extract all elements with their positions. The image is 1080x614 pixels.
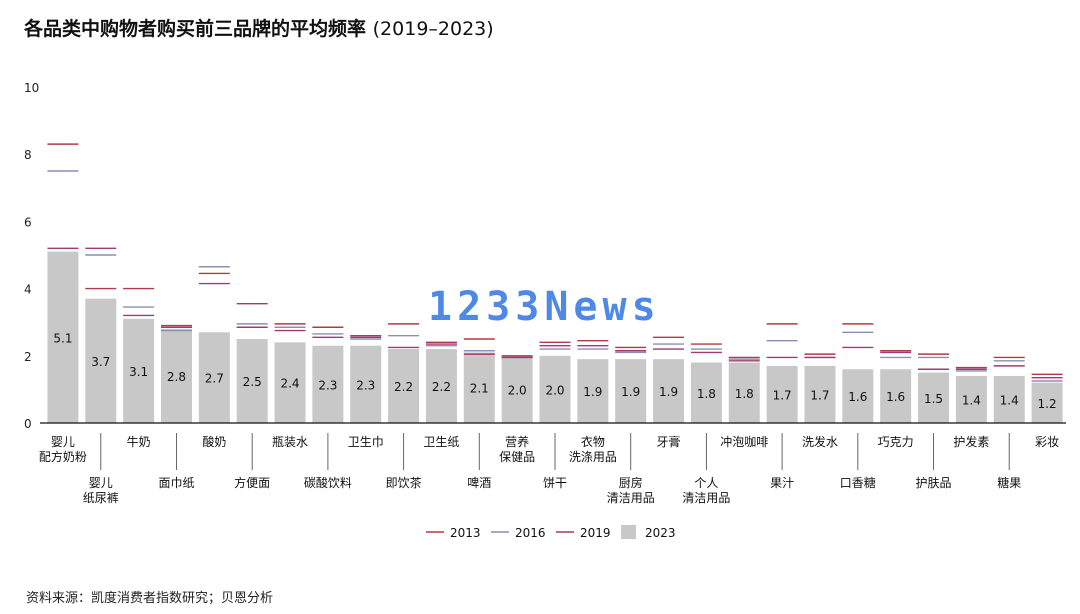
bar-value-label-13: 2.0 xyxy=(545,383,564,397)
legend-label-2016: 2016 xyxy=(515,526,546,540)
bar-2023-22 xyxy=(880,369,912,423)
bar-2023-8 xyxy=(350,345,382,423)
x-category-label-2: 牛奶 xyxy=(127,434,151,449)
x-category-label-26: 彩妆 xyxy=(1035,435,1059,449)
bar-value-label-22: 1.6 xyxy=(886,390,905,404)
watermark-text: 1233News xyxy=(428,284,661,330)
bar-2023-6 xyxy=(274,342,306,423)
x-category-label-0: 婴儿配方奶粉 xyxy=(39,435,87,464)
x-category-label-20: 洗发水 xyxy=(802,434,838,449)
x-category-label-9: 即饮茶 xyxy=(386,475,422,490)
y-tick-label-10: 10 xyxy=(24,81,39,95)
x-category-label-19: 果汁 xyxy=(770,476,794,490)
x-category-label-13: 饼干 xyxy=(543,476,567,490)
x-category-label-6: 瓶装水 xyxy=(272,435,308,449)
bar-2023-17 xyxy=(690,362,722,423)
x-category-label-22: 巧克力 xyxy=(878,435,914,449)
bar-value-label-25: 1.4 xyxy=(1000,393,1019,407)
x-category-label-16: 牙膏 xyxy=(657,434,681,449)
bar-value-label-11: 2.1 xyxy=(470,382,489,396)
bar-value-label-4: 2.7 xyxy=(205,372,224,386)
bar-value-label-17: 1.8 xyxy=(697,387,716,401)
x-category-label-24: 护发素 xyxy=(953,434,989,449)
bar-value-label-3: 2.8 xyxy=(167,370,186,384)
y-tick-label-8: 8 xyxy=(24,148,32,162)
bar-2023-24 xyxy=(955,375,987,423)
legend-label-2023: 2023 xyxy=(645,526,676,540)
bar-value-label-16: 1.9 xyxy=(659,385,678,399)
bar-value-label-24: 1.4 xyxy=(962,393,981,407)
bar-value-label-21: 1.6 xyxy=(848,390,867,404)
x-category-label-11: 啤酒 xyxy=(467,475,491,490)
bar-2023-4 xyxy=(198,332,230,423)
x-category-label-7: 碳酸饮料 xyxy=(304,475,352,490)
bar-2023-10 xyxy=(425,349,457,423)
bar-2023-5 xyxy=(236,339,268,423)
bar-value-label-20: 1.7 xyxy=(810,388,829,402)
source-note: 资料来源：凯度消费者指数研究；贝恩分析 xyxy=(26,591,274,606)
bar-value-label-9: 2.2 xyxy=(394,380,413,394)
bar-value-label-5: 2.5 xyxy=(243,375,262,389)
y-tick-label-2: 2 xyxy=(24,350,32,364)
bar-value-label-15: 1.9 xyxy=(621,385,640,399)
bar-value-label-19: 1.7 xyxy=(773,388,792,402)
x-category-label-4: 酸奶 xyxy=(202,434,226,449)
bar-2023-19 xyxy=(766,365,798,423)
bar-2023-14 xyxy=(577,359,609,423)
y-tick-label-0: 0 xyxy=(24,417,32,431)
bar-2023-3 xyxy=(160,328,192,423)
y-tick-label-4: 4 xyxy=(24,283,32,297)
bar-value-label-6: 2.4 xyxy=(280,377,299,391)
bar-2023-26 xyxy=(1031,382,1063,423)
x-category-label-14: 衣物洗涤用品 xyxy=(569,434,617,464)
legend-swatch-2023 xyxy=(621,525,636,539)
bar-2023-16 xyxy=(653,359,685,423)
x-category-label-5: 方便面 xyxy=(234,475,270,490)
x-category-label-3: 面巾纸 xyxy=(158,476,194,490)
x-category-label-23: 护肤品 xyxy=(916,475,952,490)
bar-2023-21 xyxy=(842,369,874,423)
bar-value-label-23: 1.5 xyxy=(924,392,943,406)
bar-2023-23 xyxy=(918,372,950,423)
chart-title-years: (2019–2023) xyxy=(372,18,494,40)
bar-value-label-1: 3.7 xyxy=(91,355,110,369)
x-category-label-18: 冲泡咖啡 xyxy=(720,434,768,449)
bar-2023-11 xyxy=(463,352,495,423)
x-category-label-25: 糖果 xyxy=(997,475,1021,490)
bar-value-label-26: 1.2 xyxy=(1038,397,1057,411)
bar-2023-1 xyxy=(85,298,117,423)
bar-2023-18 xyxy=(728,362,760,423)
bar-2023-15 xyxy=(615,359,647,423)
x-category-label-17: 个人清洁用品 xyxy=(682,476,730,505)
legend-label-2013: 2013 xyxy=(450,526,481,540)
bar-value-label-8: 2.3 xyxy=(356,378,375,392)
bar-2023-7 xyxy=(312,345,344,423)
bar-2023-2 xyxy=(123,318,155,423)
bar-value-label-0: 5.1 xyxy=(53,331,72,345)
bar-value-label-14: 1.9 xyxy=(583,385,602,399)
bar-value-label-7: 2.3 xyxy=(318,378,337,392)
x-category-label-10: 卫生纸 xyxy=(423,435,459,449)
bar-2023-12 xyxy=(501,355,533,423)
bar-2023-9 xyxy=(388,349,420,423)
legend-label-2019: 2019 xyxy=(580,526,611,540)
x-category-label-1: 婴儿纸尿裤 xyxy=(83,476,119,505)
bar-value-label-12: 2.0 xyxy=(508,383,527,397)
x-category-label-21: 口香糖 xyxy=(840,475,876,490)
x-category-label-8: 卫生巾 xyxy=(348,435,384,449)
bar-2023-0 xyxy=(47,251,79,423)
bar-2023-13 xyxy=(539,355,571,423)
y-tick-label-6: 6 xyxy=(24,215,32,229)
x-category-label-12: 营养保健品 xyxy=(499,434,535,464)
chart-title: 各品类中购物者购买前三品牌的平均频率 (2019–2023) xyxy=(24,18,494,40)
bar-2023-20 xyxy=(804,365,836,423)
bar-value-label-2: 3.1 xyxy=(129,365,148,379)
bar-2023-25 xyxy=(993,375,1025,423)
bar-value-label-18: 1.8 xyxy=(735,387,754,401)
x-category-label-15: 厨房清洁用品 xyxy=(607,475,655,505)
bar-value-label-10: 2.2 xyxy=(432,380,451,394)
